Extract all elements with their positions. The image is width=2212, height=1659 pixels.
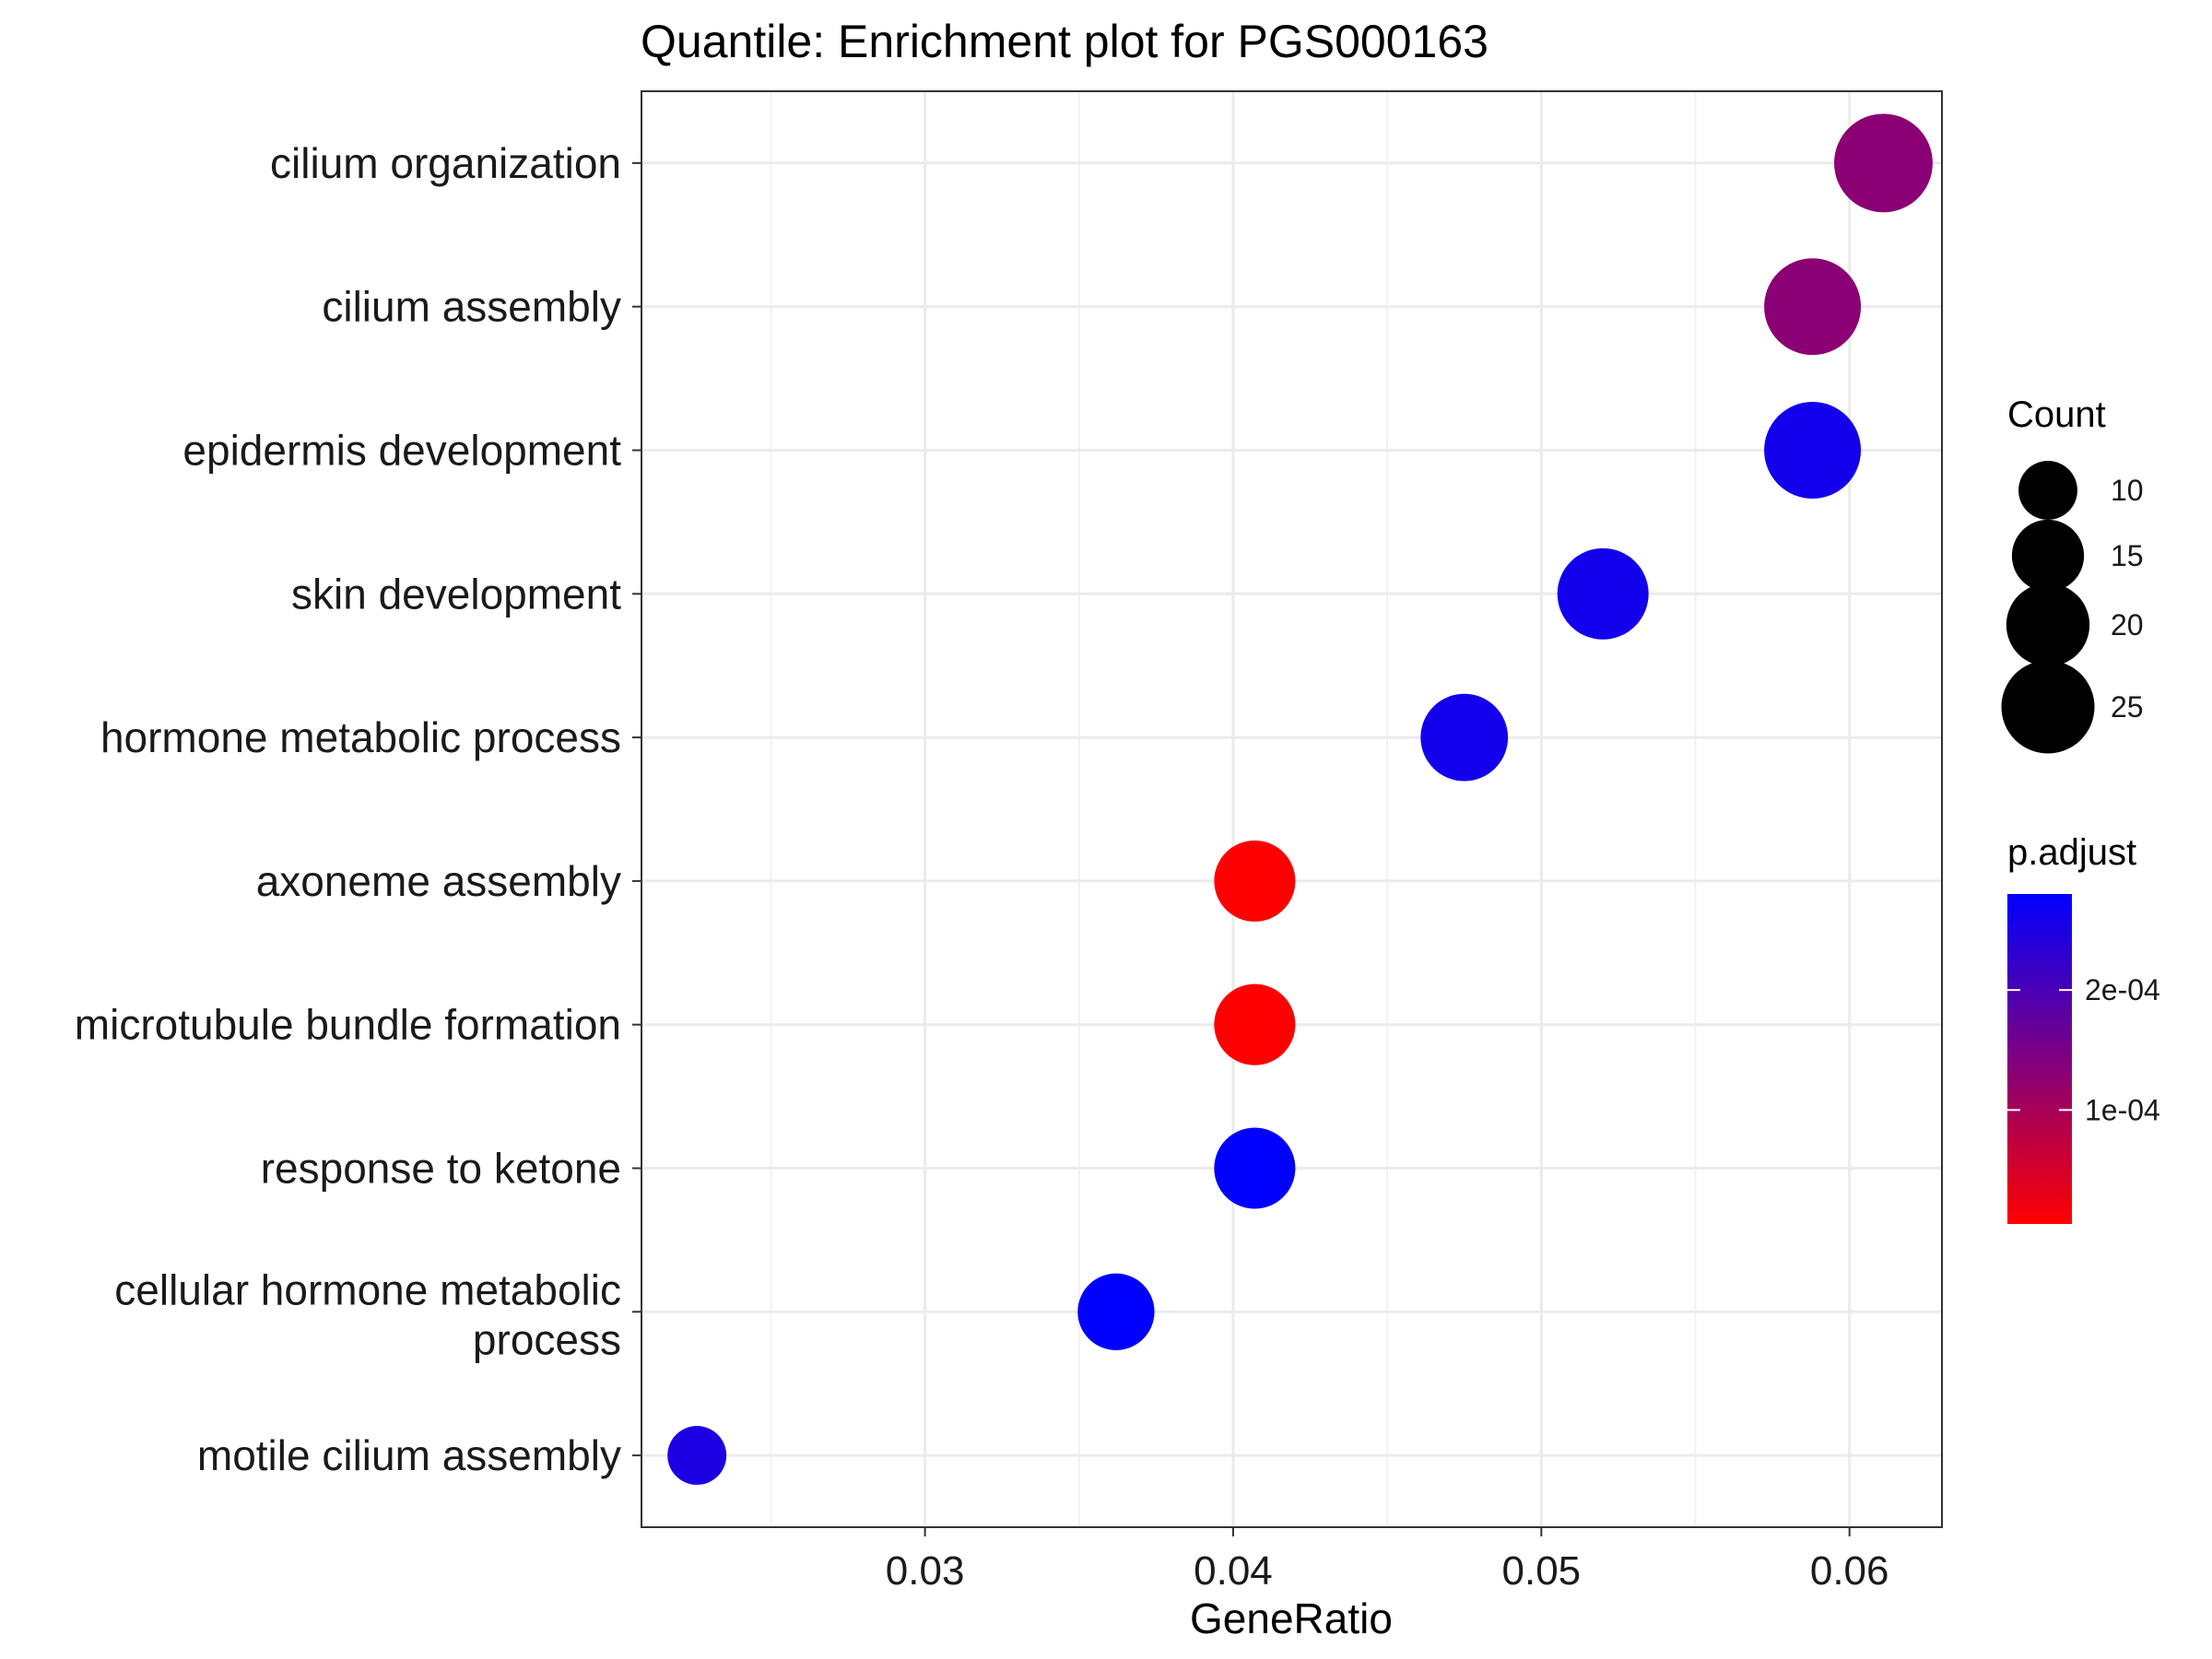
minor-gridlines xyxy=(770,91,1697,1527)
y-axis-label: axoneme assembly xyxy=(256,857,621,905)
y-axis-label: motile cilium assembly xyxy=(197,1431,621,1479)
data-points xyxy=(667,113,1933,1486)
x-tick-label: 0.03 xyxy=(886,1548,965,1594)
p-adjust-legend-title: p.adjust xyxy=(2007,832,2136,873)
data-point xyxy=(1214,1127,1296,1209)
y-axis-label: cellular hormone metabolic process xyxy=(114,1265,621,1363)
count-legend-key xyxy=(2011,519,2085,593)
data-point xyxy=(1420,693,1509,782)
count-legend-label: 20 xyxy=(2111,608,2144,641)
y-axis-label: cilium assembly xyxy=(322,283,621,331)
count-legend-label: 10 xyxy=(2111,474,2144,507)
data-point xyxy=(1557,547,1649,640)
plot-panel xyxy=(641,91,1942,1527)
data-point xyxy=(1214,983,1296,1065)
p-adjust-legend: p.adjust 2e-04 1e-04 xyxy=(2007,832,2160,1224)
colorbar-label: 1e-04 xyxy=(2085,1093,2160,1126)
data-point xyxy=(1077,1273,1155,1350)
p-adjust-colorbar xyxy=(2007,894,2072,1224)
count-legend-label: 15 xyxy=(2111,539,2144,572)
x-axis-title: GeneRatio xyxy=(1190,1594,1393,1642)
colorbar-label: 2e-04 xyxy=(2085,973,2160,1006)
data-point xyxy=(1764,258,1862,356)
data-point xyxy=(1214,840,1296,922)
chart-title: Quantile: Enrichment plot for PGS000163 xyxy=(641,16,1488,67)
y-axis-label: epidermis development xyxy=(182,427,621,475)
x-tick-label: 0.04 xyxy=(1194,1548,1273,1594)
y-axis-label-line: cellular hormone metabolic xyxy=(114,1265,621,1313)
count-legend-label: 25 xyxy=(2111,690,2144,724)
data-point xyxy=(1834,113,1933,213)
count-legend-key xyxy=(2001,660,2095,754)
count-legend-title: Count xyxy=(2007,394,2106,435)
y-axis-label-line: process xyxy=(473,1315,621,1363)
count-legend: Count 10 15 20 25 xyxy=(2001,394,2144,754)
y-axis: cilium organization cilium assembly epider… xyxy=(75,139,641,1479)
plot-border xyxy=(641,90,1943,1528)
x-tick-label: 0.06 xyxy=(1810,1548,1889,1594)
count-legend-key xyxy=(2006,582,2090,667)
count-legend-key xyxy=(2018,461,2077,520)
x-axis: 0.03 0.04 0.05 0.06 xyxy=(886,1527,1889,1594)
y-axis-label: response to ketone xyxy=(261,1145,621,1193)
data-point xyxy=(667,1426,727,1486)
y-axis-label: microtubule bundle formation xyxy=(75,1001,621,1049)
data-point xyxy=(1764,402,1862,499)
y-axis-label: skin development xyxy=(291,570,621,618)
y-axis-label: cilium organization xyxy=(270,139,621,187)
y-axis-label: hormone metabolic process xyxy=(100,713,621,761)
x-tick-label: 0.05 xyxy=(1502,1548,1582,1594)
